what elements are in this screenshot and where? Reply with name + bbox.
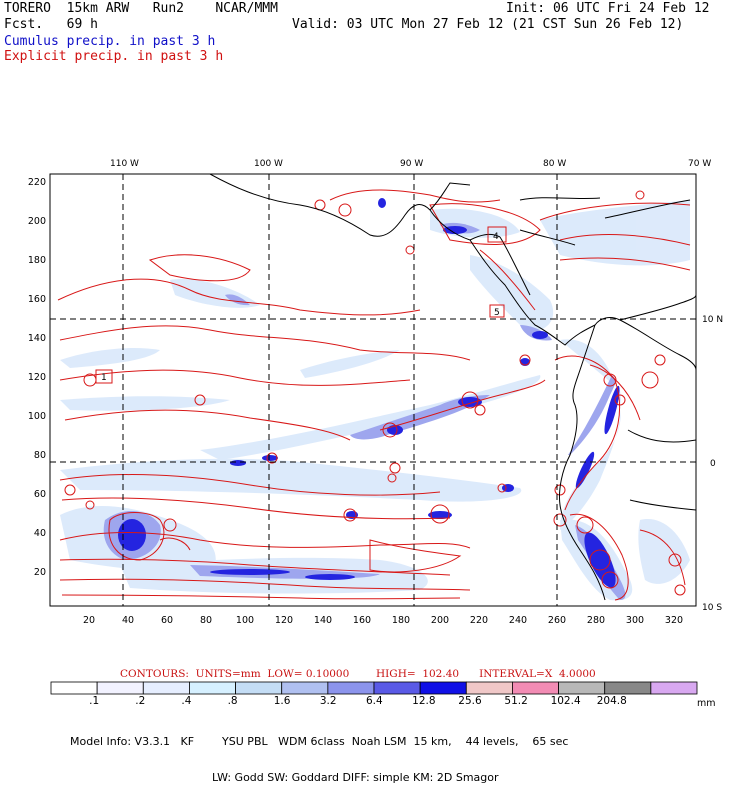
x-tick: 120	[275, 615, 293, 626]
lon-label: 110 W	[110, 159, 139, 169]
domain-boxes	[95, 226, 507, 384]
colorbar-bin	[650, 681, 698, 695]
colorbar-bin	[281, 681, 329, 695]
y-tick: 120	[28, 372, 46, 383]
y-tick: 40	[34, 528, 46, 539]
precip-map: 1 4 5 110 W 100 W 90 W 80 W 70 W 10 N 0 …	[28, 159, 723, 709]
lon-label: 80 W	[543, 159, 566, 169]
y-tick: 160	[28, 294, 46, 305]
init-time: Init: 06 UTC Fri 24 Feb 12	[506, 1, 710, 16]
colorbar-bin	[604, 681, 652, 695]
coastlines	[209, 174, 696, 601]
x-tick: 200	[431, 615, 449, 626]
y-tick: 60	[34, 489, 46, 500]
colorbar-bin	[142, 681, 190, 695]
colorbar-tick: 25.6	[458, 695, 482, 707]
x-tick: 160	[353, 615, 371, 626]
colorbar-tick: .4	[181, 695, 192, 707]
colorbar-tick: 3.2	[319, 695, 337, 707]
x-tick: 100	[236, 615, 254, 626]
y-tick: 180	[28, 255, 46, 266]
colorbar-bin	[465, 681, 513, 695]
x-tick: 240	[509, 615, 527, 626]
explicit-precip-label: Explicit precip. in past 3 h	[4, 49, 224, 64]
lon-label: 90 W	[400, 159, 423, 169]
lat-label: 10 N	[702, 315, 723, 325]
colorbar-bin	[189, 681, 236, 695]
x-tick: 320	[665, 615, 683, 626]
box-label: 5	[494, 308, 500, 318]
colorbar-tick: 6.4	[366, 695, 383, 707]
colorbar-bin	[96, 681, 144, 695]
model-info: Model Info: V3.3.1 KF YSU PBL WDM 6class…	[70, 712, 568, 796]
lat-label: 0	[710, 459, 716, 469]
colorbar-tick: .1	[89, 695, 100, 707]
x-tick: 80	[200, 615, 212, 626]
model-info-line1: Model Info: V3.3.1 KF YSU PBL WDM 6class…	[70, 735, 569, 748]
colorbar-units: mm	[697, 698, 716, 709]
colorbar-bin	[327, 681, 375, 695]
valid-time: Valid: 03 UTC Mon 27 Feb 12 (21 CST Sun …	[292, 17, 684, 32]
colorbar-tick: .8	[227, 695, 238, 707]
y-tick: 140	[28, 333, 46, 344]
model-info-line2: LW: Godd SW: Goddard DIFF: simple KM: 2D…	[212, 771, 499, 784]
box-label: 1	[101, 373, 107, 383]
contours-info: CONTOURS: UNITS=mm LOW= 0.10000 HIGH= 10…	[120, 668, 596, 680]
colorbar-bin	[235, 681, 283, 695]
x-tick: 20	[83, 615, 95, 626]
colorbar-bin	[50, 681, 98, 695]
x-tick: 280	[587, 615, 605, 626]
x-tick: 180	[392, 615, 410, 626]
colorbar-tick: 12.8	[412, 695, 436, 707]
explicit-precip-cells	[64, 190, 686, 596]
y-tick: 100	[28, 411, 46, 422]
y-tick: 220	[28, 177, 46, 188]
lat-lon-grid	[50, 174, 696, 606]
colorbar-bin	[419, 681, 467, 695]
y-tick: 20	[34, 567, 46, 578]
x-tick: 300	[626, 615, 644, 626]
y-tick: 200	[28, 216, 46, 227]
colorbar-tick: .2	[135, 695, 146, 707]
color-bar	[50, 681, 698, 695]
explicit-precip-contours	[57, 189, 691, 601]
colorbar-tick: 1.6	[273, 695, 291, 707]
x-tick: 60	[161, 615, 173, 626]
colorbar-bin	[373, 681, 421, 695]
model-title: TORERO 15km ARW Run2 NCAR/MMM	[4, 1, 278, 16]
lon-label: 70 W	[688, 159, 711, 169]
colorbar-tick: 102.4	[550, 695, 581, 707]
x-tick: 220	[470, 615, 488, 626]
x-tick: 260	[548, 615, 566, 626]
cumulus-precip-label: Cumulus precip. in past 3 h	[4, 34, 216, 49]
y-tick: 80	[34, 450, 46, 461]
x-tick: 140	[314, 615, 332, 626]
colorbar-bin	[512, 681, 559, 695]
map-frame	[49, 173, 697, 607]
colorbar-bin	[558, 681, 606, 695]
colorbar-tick: 204.8	[596, 695, 627, 707]
lon-label: 100 W	[254, 159, 283, 169]
lat-label: 10 S	[702, 603, 722, 613]
box-label: 4	[493, 232, 499, 242]
forecast-hour: Fcst. 69 h	[4, 17, 98, 32]
x-tick: 40	[122, 615, 134, 626]
colorbar-tick: 51.2	[504, 695, 528, 707]
